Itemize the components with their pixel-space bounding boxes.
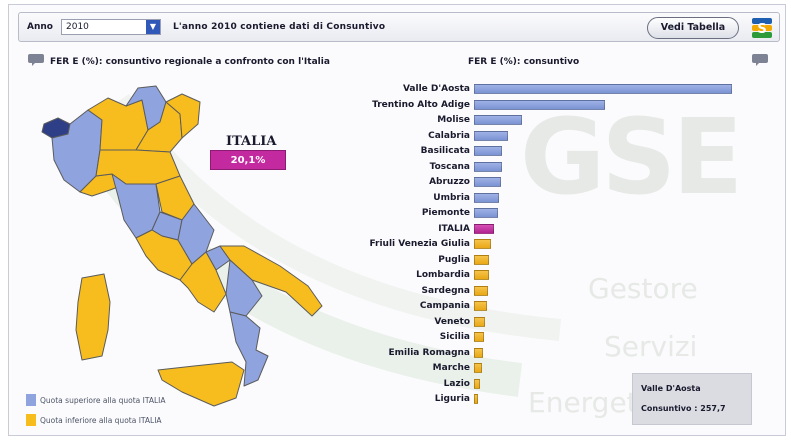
bar[interactable] [474,254,489,265]
bar[interactable] [474,347,483,358]
bar[interactable] [474,146,502,156]
bar[interactable] [474,285,488,296]
bar[interactable] [474,378,480,389]
bar-label: Molise [437,115,470,125]
bar-label: Valle D'Aosta [402,84,470,94]
chart-tooltip: Valle D'Aosta Consuntivo : 257,7 [632,373,752,425]
bar[interactable] [474,99,605,110]
bar-label: ITALIA [438,223,470,234]
bar-label: Umbria [433,192,470,203]
bar-label: Marche [432,363,470,373]
bar-label: Sardegna [421,285,470,296]
bar-label: Friuli Venezia Giulia [369,239,470,249]
national-value-badge: 20,1% [210,150,286,170]
bar[interactable] [474,208,498,218]
tooltip-value: Consuntivo : 257,7 [641,404,726,413]
region-calabria [229,311,269,387]
bar[interactable] [474,84,732,94]
bar-label: Veneto [434,316,470,327]
legend-swatch-below [26,414,36,426]
year-status-message: L'anno 2010 contiene dati di Consuntivo [173,22,386,32]
bar-label: Abruzzo [429,177,470,187]
gse-logo-icon: S [752,18,772,38]
bar-label: Toscana [429,161,470,172]
bar[interactable] [474,301,487,311]
bar-label: Piemonte [421,208,470,218]
comment-bubble-icon[interactable] [752,54,768,66]
chart-panel-title: FER E (%): consuntivo [468,57,580,67]
bar[interactable] [474,394,478,404]
comment-bubble-icon[interactable] [28,54,44,66]
bar-label: Calabria [428,130,470,141]
year-select-value: 2010 [66,22,89,32]
bar-label: Lazio [443,378,470,389]
svg-text:S: S [757,22,766,37]
bar[interactable] [474,363,482,373]
watermark-gestore: Gestore [588,272,698,305]
bar[interactable] [474,223,495,234]
year-select[interactable]: 2010 ▼ [61,19,161,35]
bar[interactable] [474,192,499,203]
region-friuli [165,93,201,139]
toolbar: Anno 2010 ▼ L'anno 2010 contiene dati di… [18,12,780,42]
bar[interactable] [474,115,522,125]
bar-label: Liguria [434,394,470,404]
region-sicilia [157,361,245,407]
view-table-button[interactable]: Vedi Tabella [647,17,739,39]
bar[interactable] [474,161,502,172]
bar-label: Lombardia [416,270,470,280]
bar[interactable] [474,177,501,187]
bar-label: Sicilia [439,332,470,342]
watermark-servizi: Servizi [604,330,698,363]
legend-swatch-above [26,394,36,406]
bar-label: Puglia [438,254,470,265]
bar-label: Basilicata [420,146,470,156]
tooltip-region: Valle D'Aosta [641,384,701,393]
bar[interactable] [474,239,491,249]
bar-label: Campania [419,301,470,311]
bar[interactable] [474,316,485,327]
year-label: Anno [27,22,53,32]
bar-label: Trentino Alto Adige [372,99,470,110]
chevron-down-icon[interactable]: ▼ [146,20,160,34]
bar[interactable] [474,270,489,280]
legend-text-above: Quota superiore alla quota ITALIA [40,396,166,405]
region-sardegna [75,273,111,361]
bar[interactable] [474,130,508,141]
watermark-gse: GSE [520,96,743,218]
bar-label: Emilia Romagna [388,347,470,358]
legend-text-below: Quota inferiore alla quota ITALIA [40,416,162,425]
national-label: ITALIA [226,134,277,149]
bar[interactable] [474,332,484,342]
italy-map[interactable] [30,80,340,410]
map-panel-title: FER E (%): consuntivo regionale a confro… [50,57,330,67]
